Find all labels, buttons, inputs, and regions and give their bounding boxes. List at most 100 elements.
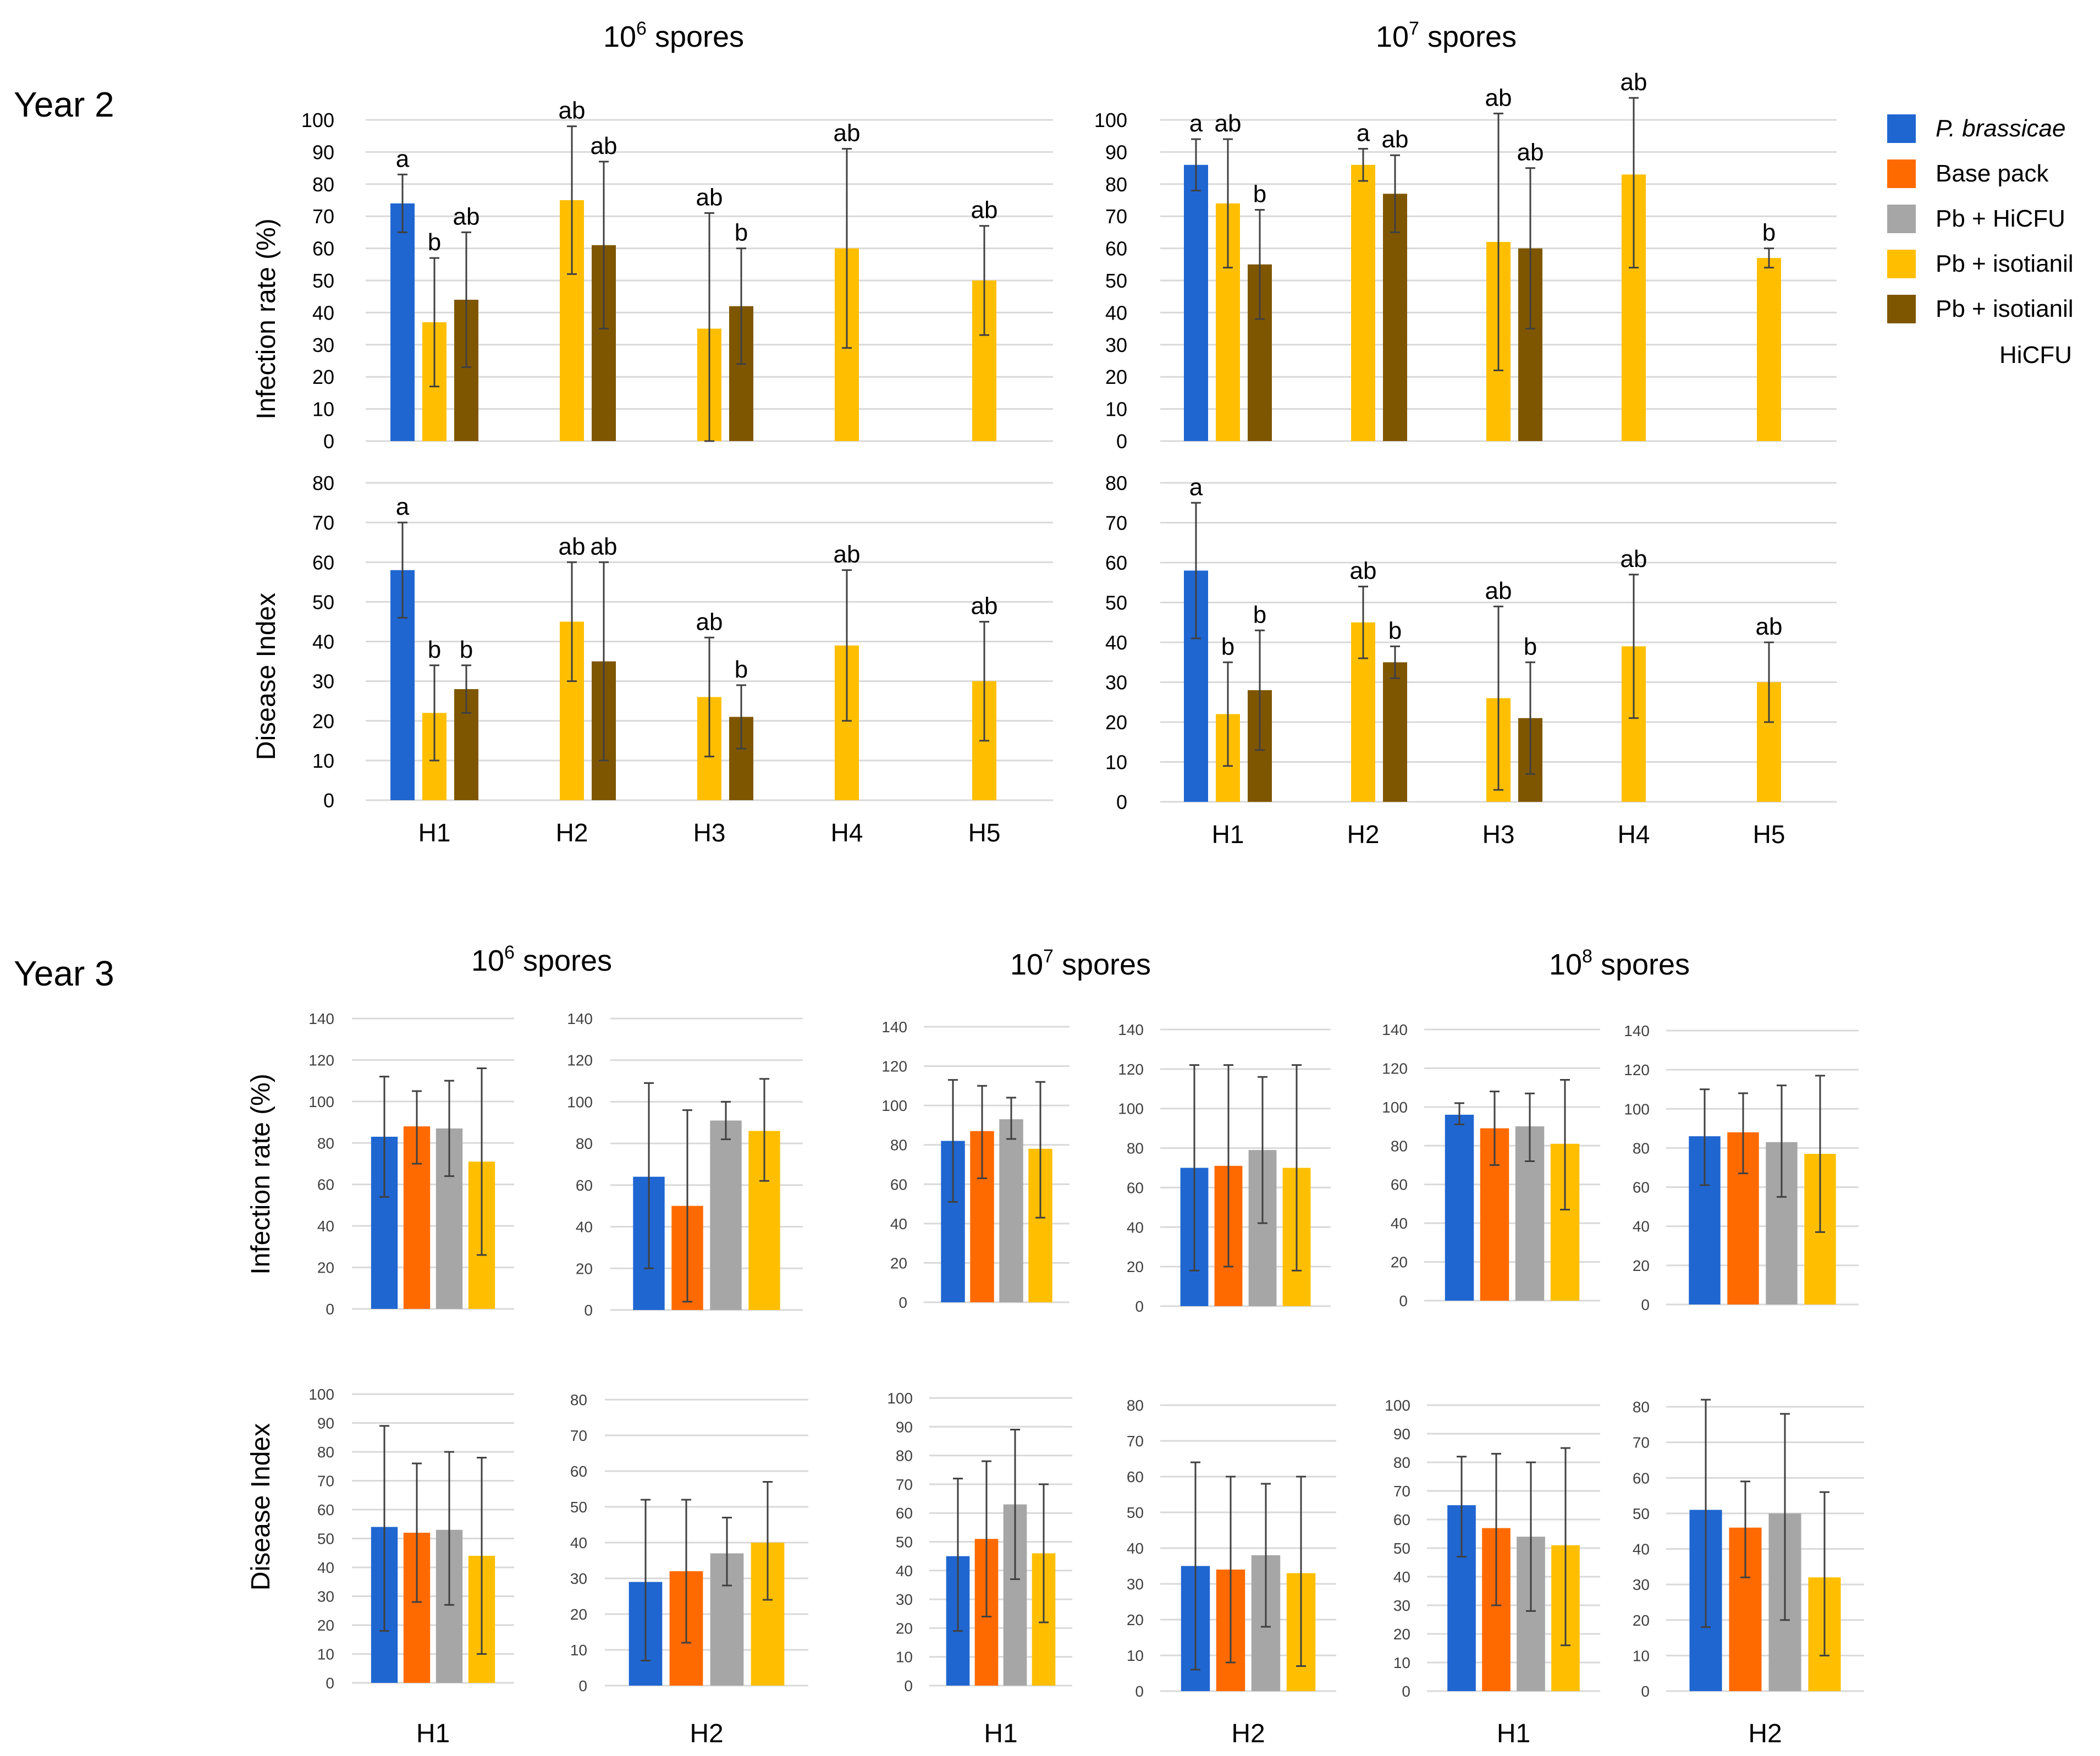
- y-tick-label: 70: [1393, 1483, 1410, 1500]
- chart-y3-1e8-inf-H1: 0 20 40 60 80 100 120 140: [1382, 1021, 1600, 1309]
- category-label-H1: H1: [418, 818, 451, 847]
- category-label-H1: H1: [984, 1719, 1017, 1748]
- y-tick-label: 0: [1402, 1683, 1410, 1700]
- y-tick-label: 80: [576, 1135, 593, 1152]
- y-tick-label: 20: [312, 366, 334, 388]
- y-tick-label: 50: [1393, 1540, 1410, 1557]
- y-tick-label: 20: [1105, 711, 1127, 734]
- legend: P. brassicae Base pack Pb + HiCFU Pb + i…: [1887, 114, 2074, 368]
- y-tick-label: 120: [1118, 1061, 1144, 1078]
- category-label-H2: H2: [1347, 820, 1380, 849]
- y-tick-label: 50: [1105, 592, 1127, 614]
- legend-swatch-isotianil: [1887, 250, 1916, 278]
- y-tick-label: 60: [576, 1177, 593, 1194]
- y-tick-label: 60: [1105, 552, 1127, 574]
- y3-title-1e8: 108 spores: [1549, 946, 1690, 981]
- y-tick-label: 100: [301, 109, 334, 131]
- y-tick-label: 20: [896, 1620, 913, 1637]
- y-tick-label: 80: [312, 173, 334, 196]
- y-tick-label: 20: [1127, 1258, 1144, 1275]
- y-tick-label: 60: [312, 238, 334, 260]
- y-tick-label: 30: [1393, 1597, 1410, 1614]
- y-tick-label: 20: [1633, 1257, 1650, 1274]
- title-base: 10: [1376, 20, 1409, 53]
- y-tick-label: 50: [1633, 1505, 1650, 1522]
- significance-letter: ab: [453, 203, 480, 230]
- chart-y3-1e7-inf-H2: 0 20 40 60 80 100 120 140: [1118, 1021, 1331, 1315]
- y-tick-label: 70: [312, 511, 334, 534]
- significance-letter: ab: [1621, 69, 1647, 96]
- significance-letter: ab: [1382, 126, 1409, 153]
- y-tick-label: 10: [896, 1649, 913, 1666]
- significance-letter: ab: [1485, 577, 1512, 604]
- y3-disease-ylabel: Disease Index: [246, 1423, 275, 1590]
- significance-letter: ab: [591, 133, 618, 159]
- legend-label-isotianil: Pb + isotianil: [1936, 250, 2074, 277]
- significance-letter: ab: [559, 533, 586, 560]
- y-tick-label: 60: [1391, 1176, 1408, 1193]
- y-tick-label: 30: [1105, 671, 1127, 694]
- chart-y3-1e8-dis-H1: 0 10 20 30 40 50 60 70 80 90 100 H1: [1385, 1397, 1600, 1748]
- y-tick-label: 140: [1118, 1021, 1144, 1038]
- y-tick-label: 60: [1127, 1179, 1144, 1196]
- significance-letter: b: [1221, 633, 1234, 660]
- y-tick-label: 40: [1127, 1219, 1144, 1236]
- significance-letter: b: [428, 229, 441, 256]
- chart-y3-1e7-inf-H1: 0 20 40 60 80 100 120 140: [881, 1019, 1070, 1311]
- y-tick-label: 30: [896, 1591, 913, 1608]
- y-tick-label: 40: [312, 301, 334, 324]
- significance-letter: ab: [1756, 613, 1783, 640]
- y-tick-label: 10: [1105, 398, 1127, 421]
- y-tick-label: 80: [1105, 472, 1127, 494]
- title-exp: 7: [1409, 18, 1419, 39]
- title-word: spores: [1419, 20, 1517, 53]
- y-tick-label: 0: [1399, 1292, 1408, 1309]
- y-tick-label: 60: [317, 1501, 334, 1518]
- significance-letter: a: [396, 145, 410, 172]
- category-label-H2: H2: [556, 818, 588, 847]
- significance-letter: a: [396, 493, 410, 520]
- title-word: spores: [515, 944, 612, 977]
- y-tick-label: 0: [1641, 1296, 1650, 1313]
- bar-pb: [1445, 1114, 1474, 1301]
- y-tick-label: 60: [1105, 238, 1127, 260]
- y3-infection-ylabel: Infection rate (%): [246, 1074, 275, 1274]
- y-tick-label: 70: [1105, 205, 1127, 228]
- y-tick-label: 40: [1633, 1541, 1650, 1558]
- y-tick-label: 30: [312, 670, 334, 693]
- y-tick-label: 0: [584, 1302, 593, 1319]
- y-tick-label: 20: [1391, 1254, 1408, 1271]
- significance-letter: ab: [971, 197, 998, 224]
- y-tick-label: 50: [896, 1534, 913, 1551]
- y-tick-label: 80: [1127, 1140, 1144, 1157]
- legend-swatch-hicfu: [1887, 205, 1916, 233]
- y-tick-label: 100: [887, 1390, 913, 1407]
- y-tick-label: 60: [1633, 1179, 1650, 1196]
- y2-title-1e6: 106 spores: [603, 18, 744, 53]
- y-tick-label: 120: [1382, 1060, 1408, 1077]
- y-tick-label: 40: [312, 631, 334, 653]
- category-label-H3: H3: [693, 818, 726, 847]
- y-tick-label: 30: [1633, 1576, 1650, 1593]
- title-word: spores: [1592, 948, 1690, 981]
- bar-H2-isotianil: [1351, 164, 1375, 441]
- significance-letter: b: [1253, 601, 1266, 628]
- y-tick-label: 20: [890, 1254, 907, 1271]
- significance-letter: b: [428, 636, 441, 663]
- chart-y3-1e6-dis-H1: 0 10 20 30 40 50 60 70 80 90 100 H1: [308, 1386, 514, 1748]
- y-tick-label: 50: [570, 1499, 587, 1516]
- y-tick-label: 60: [896, 1505, 913, 1522]
- y-tick-label: 20: [576, 1260, 593, 1277]
- y-tick-label: 0: [323, 789, 334, 812]
- y-tick-label: 90: [317, 1415, 334, 1432]
- y-tick-label: 100: [1118, 1100, 1144, 1118]
- y-tick-label: 60: [1633, 1469, 1650, 1487]
- y-tick-label: 10: [570, 1642, 587, 1659]
- y-tick-label: 30: [1105, 334, 1127, 356]
- title-exp: 7: [1043, 946, 1054, 967]
- category-label-H3: H3: [1482, 820, 1515, 849]
- bar-H5-isotianil: [1757, 258, 1781, 441]
- y-tick-label: 0: [1135, 1298, 1144, 1315]
- y-tick-label: 40: [890, 1215, 907, 1232]
